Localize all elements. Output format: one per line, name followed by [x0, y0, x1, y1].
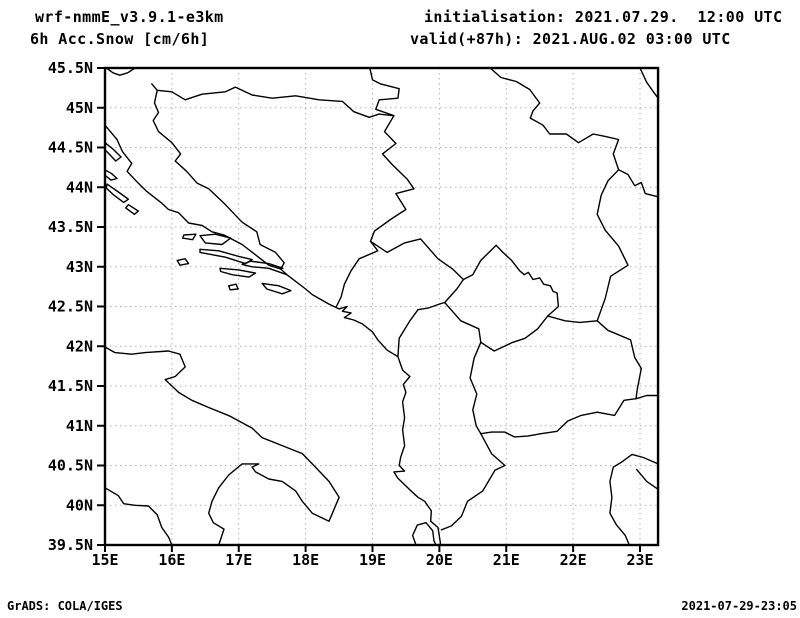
latitude-tick-label: 45N — [66, 99, 93, 117]
island-pag — [104, 141, 122, 162]
latitude-tick-label: 40N — [66, 496, 93, 514]
island-vis — [176, 258, 190, 266]
longitude-tick-label: 21E — [493, 551, 520, 569]
longitude-tick-label: 23E — [626, 551, 653, 569]
latitude-tick-label: 44.5N — [48, 139, 93, 157]
island-brac — [199, 233, 232, 246]
grads-credit-label: GrADS: COLA/IGES — [7, 599, 123, 613]
border-macedonia-greece — [480, 398, 637, 438]
island-solta — [181, 233, 197, 241]
border-kosovo — [444, 244, 560, 352]
border-macedonia-bulgaria — [596, 320, 642, 400]
border-albania-macedonia — [469, 341, 482, 435]
island-group-zadar — [104, 169, 118, 181]
latitude-tick-label: 40.5N — [48, 457, 93, 475]
border-slovenia-croatia — [105, 67, 136, 76]
model-version-label: wrf-nmmE_v3.9.1-e3km — [35, 8, 224, 26]
latitude-tick-label: 44N — [66, 178, 93, 196]
latitude-tick-label: 43N — [66, 258, 93, 276]
coastline-chalkidiki — [636, 468, 659, 490]
island-lastovo — [227, 283, 239, 291]
latitude-tick-label: 42N — [66, 337, 93, 355]
island-mljet — [261, 282, 292, 295]
longitude-tick-label: 16E — [158, 551, 185, 569]
border-montenegro-serbia — [369, 238, 465, 281]
creation-timestamp-label: 2021-07-29-23:05 — [681, 599, 797, 613]
coastline-greece-aegean — [609, 453, 659, 546]
island-kornati — [124, 203, 140, 216]
border-sava — [156, 86, 395, 119]
border-top-right-corner — [639, 67, 659, 99]
border-montenegro-albania — [397, 301, 446, 358]
field-title-label: 6h Acc.Snow [cm/6h] — [30, 30, 210, 48]
island-corfu — [411, 522, 437, 546]
border-danube-drina — [335, 67, 415, 308]
border-croatia-bosnia-west — [151, 83, 285, 270]
longitude-tick-label: 15E — [91, 551, 118, 569]
border-serbia-macedonia — [547, 315, 598, 324]
island-korcula — [219, 267, 257, 278]
peninsula-peljesac — [241, 260, 288, 276]
border-albania-greece — [440, 433, 506, 531]
latitude-tick-label: 45.5N — [48, 59, 93, 77]
longitude-tick-label: 17E — [225, 551, 252, 569]
border-danube-romania-bulgaria — [617, 169, 659, 198]
latitude-tick-label: 41.5N — [48, 377, 93, 395]
longitude-tick-label: 18E — [292, 551, 319, 569]
latitude-tick-label: 41N — [66, 417, 93, 435]
valid-time-label: valid(+87h): 2021.AUG.02 03:00 UTC — [410, 30, 731, 48]
longitude-tick-label: 20E — [426, 551, 453, 569]
initialisation-time-label: initialisation: 2021.07.29. 12:00 UTC — [424, 8, 783, 26]
latitude-tick-label: 42.5N — [48, 298, 93, 316]
latitude-tick-label: 39.5N — [48, 536, 93, 554]
coastline-italy-tyrrhenian — [104, 487, 173, 546]
coastline-italy-adriatic — [104, 346, 340, 546]
longitude-tick-label: 22E — [560, 551, 587, 569]
border-greece-bulgaria — [635, 394, 659, 400]
latitude-tick-label: 43.5N — [48, 218, 93, 236]
island-hvar — [199, 248, 253, 265]
coastline-adriatic-east — [104, 124, 442, 546]
border-serbia-romania-bulgaria — [489, 67, 629, 322]
longitude-tick-label: 19E — [359, 551, 386, 569]
island-dugi-otok — [105, 183, 130, 204]
